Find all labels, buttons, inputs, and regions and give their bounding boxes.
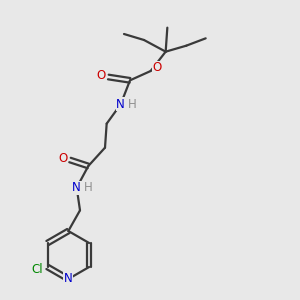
Text: H: H (128, 98, 137, 111)
Text: Cl: Cl (31, 263, 43, 276)
Text: O: O (96, 69, 106, 82)
Text: H: H (84, 181, 93, 194)
Text: N: N (64, 272, 73, 286)
Text: O: O (153, 61, 162, 74)
Text: N: N (116, 98, 125, 111)
Text: N: N (72, 181, 81, 194)
Text: O: O (58, 152, 67, 165)
